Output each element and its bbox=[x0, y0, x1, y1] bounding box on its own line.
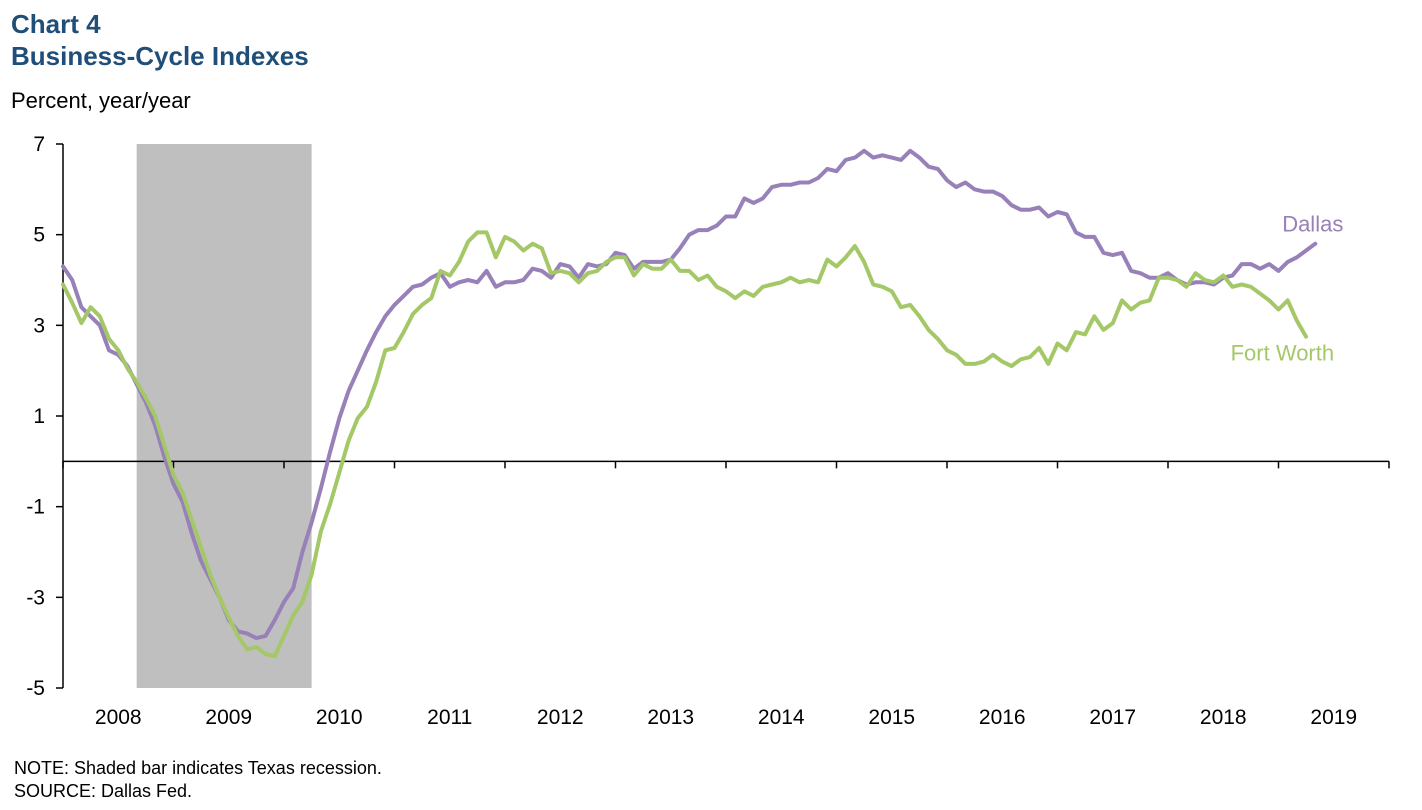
recession-shading bbox=[136, 144, 312, 688]
x-tick-label: 2014 bbox=[758, 706, 805, 729]
x-tick-label: 2008 bbox=[95, 706, 142, 729]
x-tick-label: 2018 bbox=[1200, 706, 1247, 729]
y-tick-label: 7 bbox=[33, 133, 45, 156]
chart-number: Chart 4 bbox=[11, 9, 101, 39]
x-tick-label: 2013 bbox=[647, 706, 694, 729]
y-tick-label: -1 bbox=[26, 496, 45, 519]
x-tick-label: 2016 bbox=[979, 706, 1026, 729]
x-tick-label: 2019 bbox=[1310, 706, 1357, 729]
y-tick-label: -5 bbox=[26, 677, 45, 700]
y-tick-label: 3 bbox=[33, 314, 45, 337]
x-tick-label: 2017 bbox=[1089, 706, 1136, 729]
chart-title: Chart 4 Business-Cycle Indexes bbox=[11, 8, 309, 72]
y-tick-label: 5 bbox=[33, 224, 45, 247]
chart-notes: NOTE: Shaded bar indicates Texas recessi… bbox=[14, 757, 382, 803]
series-label-fort-worth: Fort Worth bbox=[1231, 341, 1335, 366]
chart-name: Business-Cycle Indexes bbox=[11, 41, 309, 71]
series-line-fort-worth bbox=[61, 230, 1309, 659]
source-text: SOURCE: Dallas Fed. bbox=[14, 781, 193, 801]
x-tick-label: 2011 bbox=[427, 706, 472, 729]
y-tick-label: -3 bbox=[26, 586, 45, 609]
y-tick-label: 1 bbox=[33, 405, 45, 428]
x-tick-label: 2009 bbox=[205, 706, 252, 729]
x-tick-label: 2015 bbox=[868, 706, 915, 729]
series-line-dallas bbox=[61, 148, 1318, 641]
note-text: NOTE: Shaded bar indicates Texas recessi… bbox=[14, 758, 382, 778]
y-axis-unit-label: Percent, year/year bbox=[11, 88, 191, 113]
series-label-dallas: Dallas bbox=[1282, 212, 1343, 237]
x-tick-label: 2012 bbox=[537, 706, 584, 729]
x-tick-label: 2010 bbox=[316, 706, 363, 729]
